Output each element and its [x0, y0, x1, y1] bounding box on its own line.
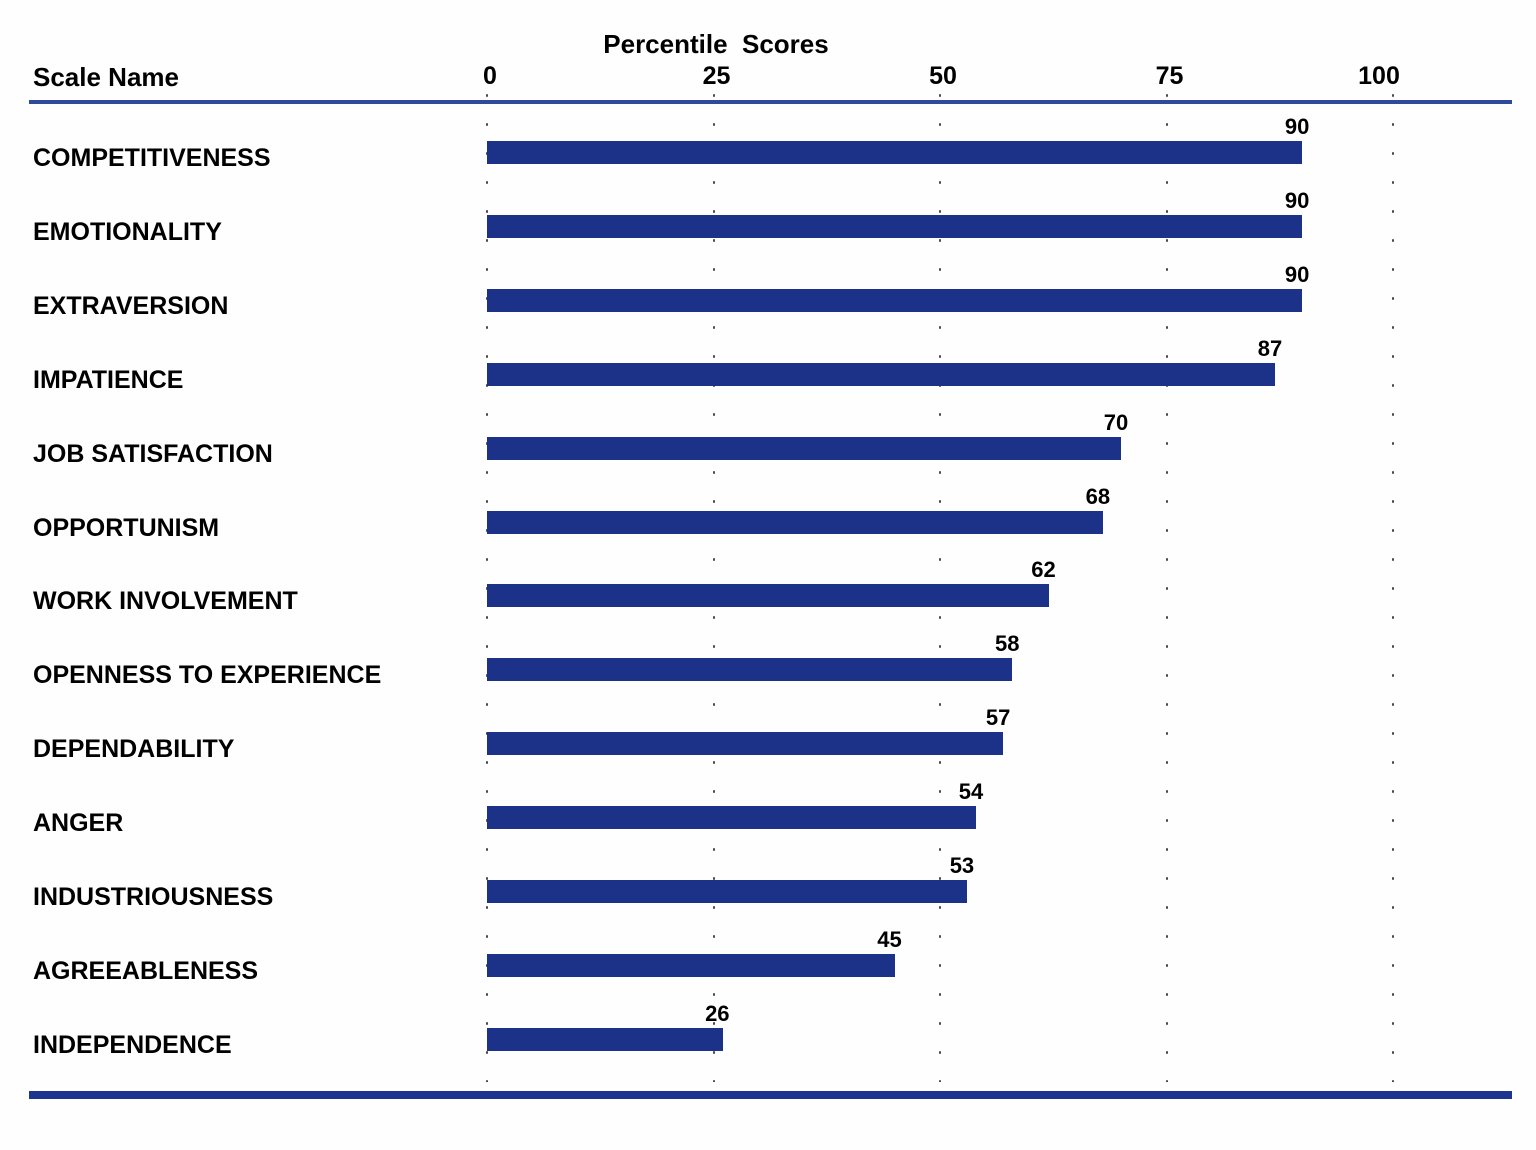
scale-name-label: JOB SATISFACTION [33, 439, 273, 468]
header-divider-line [29, 100, 1512, 104]
bar-value-label: 53 [949, 853, 975, 878]
axis-tick-label-0: 0 [483, 62, 497, 90]
scale-name-label: ANGER [33, 809, 124, 838]
scale-name-label: IMPATIENCE [33, 365, 184, 394]
bar-emotionality [487, 214, 1303, 238]
scale-name-label: DEPENDABILITY [33, 735, 235, 764]
axis-tick-label-100: 100 [1358, 62, 1400, 90]
bar-extraversion [487, 288, 1303, 312]
scale-name-label: AGREEABLENESS [33, 956, 259, 985]
scale-name-label: EMOTIONALITY [33, 217, 222, 246]
bar-value-label: 70 [1103, 409, 1129, 435]
bar-independence [487, 1027, 723, 1051]
bar-work-involvement [487, 584, 1049, 608]
bar-value-label: 62 [1031, 557, 1056, 583]
bar-agreeableness [487, 953, 895, 977]
scale-name-label: OPENNESS TO EXPERIENCE [33, 661, 382, 690]
axis-gridline-75 [1165, 94, 1168, 1082]
bar-value-label: 45 [877, 926, 902, 952]
bar-value-label: 54 [958, 779, 984, 805]
chart-title: Percentile Scores [603, 29, 829, 59]
bar-value-label: 87 [1257, 335, 1283, 361]
axis-tick-label-25: 25 [702, 62, 731, 90]
bar-value-label: 58 [994, 631, 1020, 657]
scale-name-label: INDEPENDENCE [33, 1030, 232, 1059]
axis-tick-label-75: 75 [1155, 62, 1184, 90]
bar-value-label: 57 [985, 705, 1011, 731]
scale-name-label: OPPORTUNISM [33, 513, 220, 542]
axis-gridline-100 [1392, 94, 1394, 1082]
bar-impatience [487, 362, 1276, 386]
scale-name-label: EXTRAVERSION [33, 291, 229, 320]
bar-value-label: 68 [1085, 483, 1111, 509]
bar-value-label: 90 [1284, 187, 1310, 213]
scale-name-label: WORK INVOLVEMENT [33, 587, 298, 616]
axis-tick-label-50: 50 [929, 62, 957, 90]
scale-name-column-header: Scale Name [33, 62, 179, 92]
bar-opportunism [487, 510, 1104, 534]
bar-value-label: 90 [1284, 114, 1310, 139]
bar-job-satisfaction [487, 436, 1122, 460]
scale-name-label: COMPETITIVENESS [33, 144, 271, 172]
scale-name-label: INDUSTRIOUSNESS [33, 883, 274, 911]
bar-industriousness [487, 880, 968, 903]
bar-value-label: 90 [1284, 261, 1310, 287]
bar-value-label: 26 [705, 1000, 730, 1026]
bar-openness-to-experience [487, 658, 1013, 682]
bar-anger [487, 806, 977, 830]
bar-dependability [487, 732, 1004, 756]
bar-competitiveness [487, 141, 1303, 164]
footer-divider-line [29, 1091, 1512, 1099]
